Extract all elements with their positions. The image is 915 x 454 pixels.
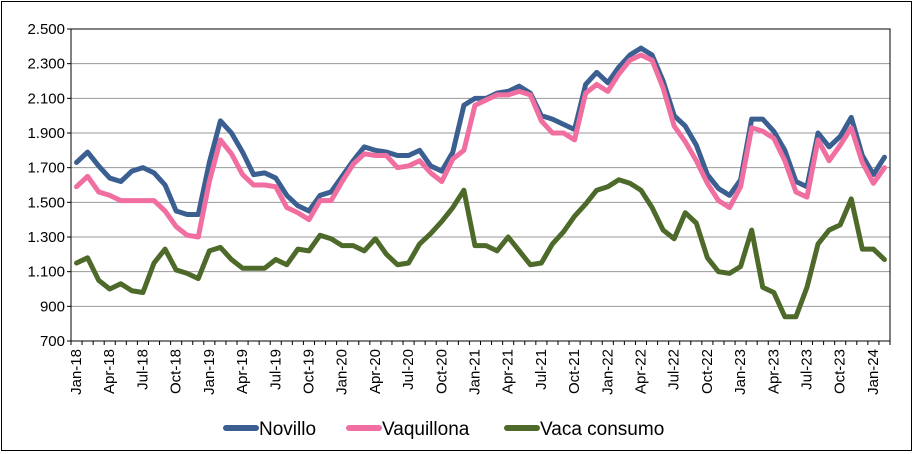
x-tick-label: Oct-21 bbox=[566, 349, 583, 394]
x-tick-label: Jan-22 bbox=[599, 349, 616, 395]
x-tick-label: Oct-20 bbox=[433, 349, 450, 394]
y-tick-label: 2.500 bbox=[27, 21, 65, 38]
x-tick-label: Jul-21 bbox=[533, 349, 550, 390]
x-tick-label: Jul-22 bbox=[666, 349, 683, 390]
legend-label: Vaquillona bbox=[382, 419, 470, 440]
x-tick-label: Oct-19 bbox=[300, 349, 317, 394]
series-line-1 bbox=[74, 52, 887, 240]
y-tick-label: 2.300 bbox=[27, 56, 65, 73]
x-tick-label: Apr-23 bbox=[765, 349, 782, 394]
series-lines bbox=[74, 45, 887, 320]
legend: Novillo Vaquillona Vaca consumo bbox=[223, 419, 664, 440]
x-tick-label: Jan-20 bbox=[334, 349, 351, 395]
x-tick-label: Apr-18 bbox=[101, 349, 118, 394]
y-tick-label: 900 bbox=[40, 298, 65, 315]
x-tick-label: Jul-18 bbox=[134, 349, 151, 390]
x-tick-label: Jan-21 bbox=[466, 349, 483, 395]
gridlines bbox=[71, 28, 890, 342]
legend-label: Novillo bbox=[259, 419, 316, 440]
x-tick-label: Oct-23 bbox=[832, 349, 849, 394]
y-tick-label: 1.300 bbox=[27, 229, 65, 246]
x-tick-label: Jan-19 bbox=[201, 349, 218, 395]
plot-area bbox=[70, 28, 891, 342]
y-tick-label: 2.100 bbox=[27, 90, 65, 107]
x-tick-label: Jan-23 bbox=[732, 349, 749, 395]
legend-label: Vaca consumo bbox=[540, 419, 664, 440]
x-tick-label: Oct-18 bbox=[168, 349, 185, 394]
x-tick-label: Jan-24 bbox=[865, 349, 882, 395]
y-tick-label: 1.900 bbox=[27, 125, 65, 142]
x-tick-label: Apr-19 bbox=[234, 349, 251, 394]
x-tick-label: Apr-20 bbox=[367, 349, 384, 394]
x-tick-label: Apr-22 bbox=[632, 349, 649, 394]
x-tick-label: Jul-19 bbox=[267, 349, 284, 390]
x-tick-label: Oct-22 bbox=[699, 349, 716, 394]
x-axis-tick-labels: Jan-18 Apr-18 Jul-18 Oct-18 Jan-19 Apr-19 Jul-… bbox=[68, 341, 891, 395]
x-tick-label: Jan-18 bbox=[68, 349, 85, 395]
x-tick-label: Jul-23 bbox=[798, 349, 815, 390]
y-tick-label: 1.100 bbox=[27, 264, 65, 281]
y-tick-label: 1.500 bbox=[27, 194, 65, 211]
y-tick-label: 1.700 bbox=[27, 160, 65, 177]
y-axis-tick-labels: 700 900 1.100 1.300 1.500 1.700 1.900 2.100 2.30… bbox=[27, 21, 71, 350]
x-tick-label: Jul-20 bbox=[400, 349, 417, 390]
y-tick-label: 700 bbox=[40, 333, 65, 350]
series-line-2 bbox=[74, 177, 887, 320]
x-tick-label: Apr-21 bbox=[500, 349, 517, 394]
